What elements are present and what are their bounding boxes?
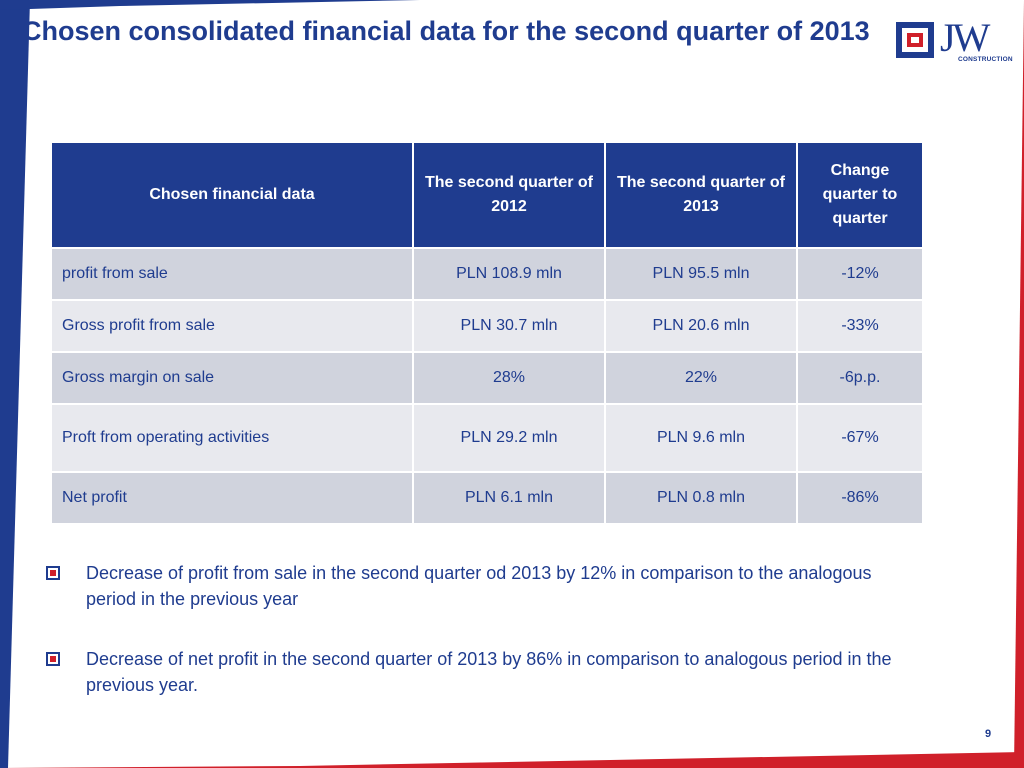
- table-row: Net profit PLN 6.1 mln PLN 0.8 mln -86%: [50, 471, 924, 525]
- table-cell: -12%: [796, 247, 924, 301]
- header-cell: The second quarter of 2012: [412, 141, 606, 249]
- table-cell: -86%: [796, 471, 924, 525]
- bottom-red-band: [0, 752, 1024, 768]
- table-cell: PLN 0.8 mln: [604, 471, 798, 525]
- row-label: Proft from operating activities: [50, 403, 414, 473]
- table-cell: -6p.p.: [796, 351, 924, 405]
- table-cell: -33%: [796, 299, 924, 353]
- row-label: Gross margin on sale: [50, 351, 414, 405]
- square-bullet-icon: [46, 566, 60, 580]
- table-cell: PLN 30.7 mln: [412, 299, 606, 353]
- table-cell: PLN 29.2 mln: [412, 403, 606, 473]
- header-cell: The second quarter of 2013: [604, 141, 798, 249]
- table-cell: 28%: [412, 351, 606, 405]
- bullet-list: Decrease of profit from sale in the seco…: [46, 560, 926, 732]
- bullet-text: Decrease of net profit in the second qua…: [86, 649, 892, 695]
- slide-title: Chosen consolidated financial data for t…: [22, 16, 870, 46]
- table-cell: PLN 9.6 mln: [604, 403, 798, 473]
- header-cell: Chosen financial data: [50, 141, 414, 249]
- table-row: profit from sale PLN 108.9 mln PLN 95.5 …: [50, 247, 924, 301]
- left-blue-band: [0, 0, 30, 768]
- top-blue-band: [0, 0, 420, 10]
- table-cell: PLN 20.6 mln: [604, 299, 798, 353]
- bullet-item: Decrease of profit from sale in the seco…: [46, 560, 926, 612]
- page-number: 9: [985, 728, 992, 740]
- table-row: Proft from operating activities PLN 29.2…: [50, 403, 924, 473]
- right-red-band: [1014, 0, 1024, 768]
- row-label: profit from sale: [50, 247, 414, 301]
- table-row: Gross margin on sale 28% 22% -6p.p.: [50, 351, 924, 405]
- header-cell: Change quarter to quarter: [796, 141, 924, 249]
- bullet-text: Decrease of profit from sale in the seco…: [86, 563, 872, 609]
- logo-wordmark: JW: [940, 15, 990, 60]
- table-cell: 22%: [604, 351, 798, 405]
- logo-emblem-icon: [896, 22, 934, 58]
- table-cell: PLN 95.5 mln: [604, 247, 798, 301]
- financial-data-table: Chosen financial data The second quarter…: [50, 141, 924, 525]
- table-cell: PLN 6.1 mln: [412, 471, 606, 525]
- table-cell: -67%: [796, 403, 924, 473]
- table-header-row: Chosen financial data The second quarter…: [50, 141, 924, 249]
- company-logo: JW CONSTRUCTION: [896, 16, 1014, 66]
- square-bullet-icon: [46, 652, 60, 666]
- bullet-item: Decrease of net profit in the second qua…: [46, 646, 926, 698]
- row-label: Net profit: [50, 471, 414, 525]
- table-row: Gross profit from sale PLN 30.7 mln PLN …: [50, 299, 924, 353]
- logo-subtext: CONSTRUCTION: [958, 56, 1013, 63]
- row-label: Gross profit from sale: [50, 299, 414, 353]
- table-cell: PLN 108.9 mln: [412, 247, 606, 301]
